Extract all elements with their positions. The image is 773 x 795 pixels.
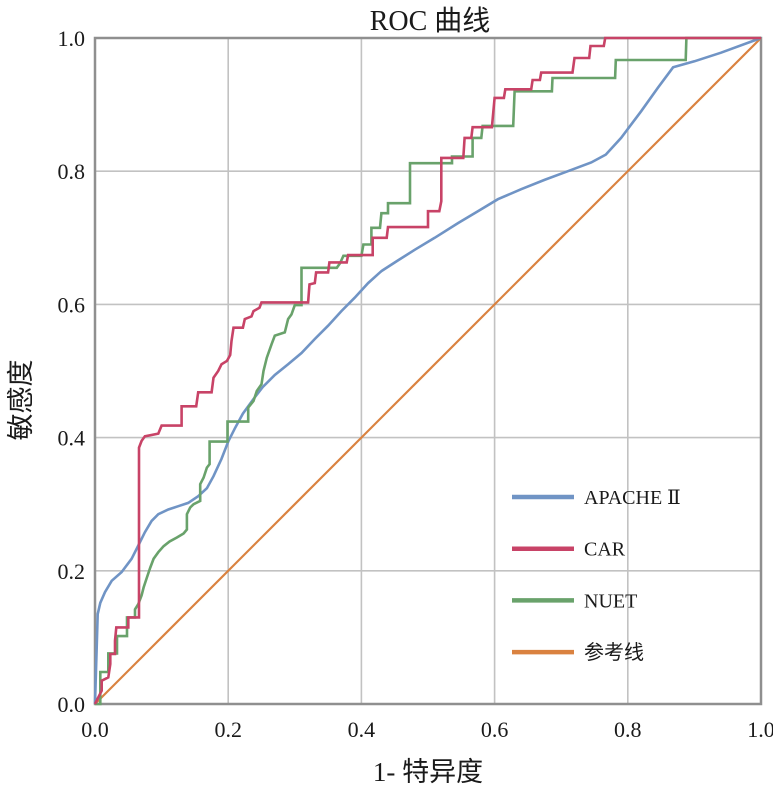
legend-item: 参考线 [512, 641, 644, 664]
y-tick-label: 0.4 [58, 426, 86, 451]
roc-curve-nuet [95, 36, 761, 706]
y-tick-label: 0.0 [58, 692, 86, 717]
y-tick-label: 1.0 [58, 26, 86, 51]
chart-title: ROC 曲线 [370, 5, 491, 37]
tick-layer: 0.00.0 0.2 0.2 0.4 0.4 0.6 0.6 0.8 0.8 1.0 1.0 [58, 26, 773, 742]
legend-label-car: CAR [584, 539, 626, 561]
y-tick-label: 0.8 [58, 159, 86, 184]
plot-border [93, 36, 763, 706]
y-tick-label: 0.6 [58, 292, 86, 317]
x-tick-label: 0.2 [214, 717, 242, 742]
roc-curve-reference-line [94, 37, 762, 705]
x-tick-label: 0.4 [348, 717, 376, 742]
roc-curve-car [93, 36, 761, 705]
curve-layer [93, 36, 762, 706]
legend-label-nuet: NUET [584, 590, 637, 612]
legend: APACHE Ⅱ CAR NUET 参考线 [512, 487, 681, 664]
legend-item: CAR [512, 539, 626, 561]
x-tick-label: 0.0 [81, 717, 109, 742]
legend-item: APACHE Ⅱ [512, 487, 681, 509]
grid-layer [93, 36, 763, 706]
roc-curve-apache-ii [93, 36, 762, 705]
x-tick-label: 0.8 [614, 717, 642, 742]
legend-item: NUET [512, 590, 637, 612]
legend-label-reference-line: 参考线 [584, 641, 644, 664]
legend-label-apache-ii: APACHE Ⅱ [584, 487, 681, 509]
x-tick-label: 0.6 [481, 717, 509, 742]
y-axis-label: 敏感度 [6, 360, 36, 441]
x-tick-label: 1.0 [747, 717, 773, 742]
x-axis-label: 1- 特异度 [373, 757, 483, 787]
y-tick-label: 0.2 [58, 559, 86, 584]
